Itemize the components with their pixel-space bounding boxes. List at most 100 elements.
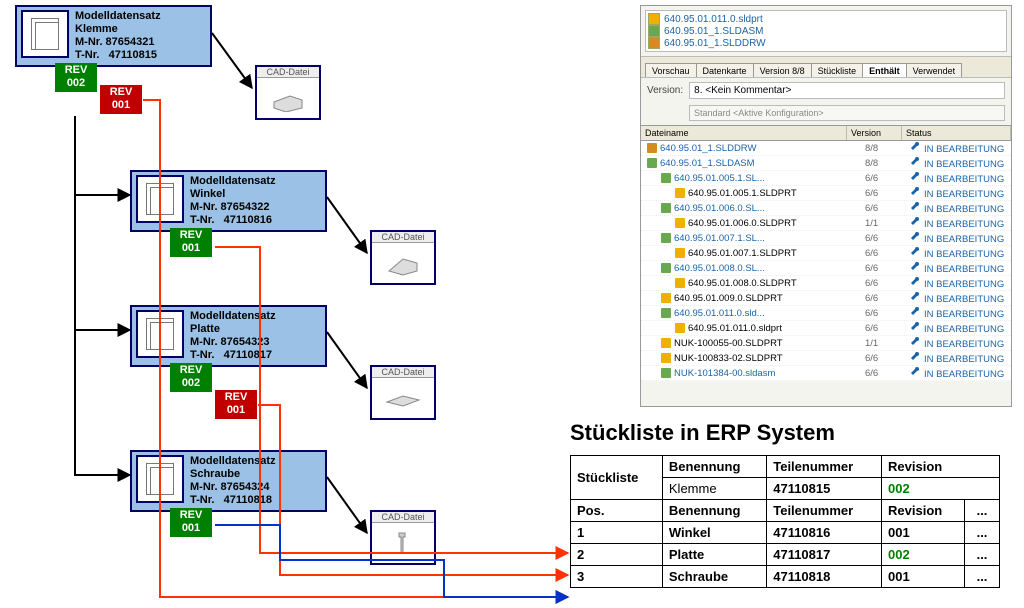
- pdm-row-status: IN BEARBEITUNG: [911, 367, 1011, 380]
- pdm-row-status: IN BEARBEITUNG: [911, 307, 1011, 320]
- wrench-icon: [911, 307, 921, 317]
- pdm-row-filename: 640.95.01.009.0.SLDPRT: [674, 293, 865, 304]
- cad-file-box[interactable]: CAD-Datei: [370, 230, 436, 285]
- pdm-row-filename: 640.95.01.006.0.SLDPRT: [688, 218, 865, 229]
- pdm-thumb-item[interactable]: 640.95.01_1.SLDDRW: [648, 37, 1004, 49]
- pdm-tab[interactable]: Vorschau: [645, 63, 697, 77]
- pdm-config-selector[interactable]: Standard <Aktive Konfiguration>: [689, 105, 1005, 121]
- erp-cell-tnr: 47110816: [767, 522, 882, 544]
- model-box-klemme[interactable]: Modelldatensatz Klemme M-Nr. 87654321 T-…: [15, 5, 212, 67]
- cad-file-box[interactable]: CAD-Datei: [370, 510, 436, 565]
- pdm-row-filename: 640.95.01.007.1.SL...: [674, 233, 865, 244]
- pdm-tree-row[interactable]: NUK-101384-00.sldasm6/6IN BEARBEITUNG: [641, 366, 1011, 381]
- erp-head-label: Stückliste: [571, 456, 663, 500]
- pdm-tab[interactable]: Stückliste: [811, 63, 864, 77]
- wrench-icon: [911, 202, 921, 212]
- rev-tag-red: REV001: [100, 85, 142, 114]
- cad-file-box[interactable]: CAD-Datei: [255, 65, 321, 120]
- pdm-row-version: 6/6: [865, 248, 911, 259]
- pdm-tab[interactable]: Enthält: [862, 63, 907, 77]
- pdm-row-filename: 640.95.01.011.0.sldprt: [688, 323, 865, 334]
- file-type-icon: [648, 13, 660, 25]
- file-type-icon: [647, 143, 657, 153]
- pdm-version-row: Version: 8. <Kein Kommentar>: [641, 78, 1011, 103]
- rev-tag-red: REV001: [215, 390, 257, 419]
- erp-cell-name: Winkel: [662, 522, 766, 544]
- pdm-tab[interactable]: Datenkarte: [696, 63, 754, 77]
- pdm-tree-row[interactable]: 640.95.01.011.0.sld...6/6IN BEARBEITUNG: [641, 306, 1011, 321]
- pdm-tree-row[interactable]: 640.95.01.005.1.SLDPRT6/6IN BEARBEITUNG: [641, 186, 1011, 201]
- erp-cell-ellipsis[interactable]: ...: [965, 522, 1000, 544]
- wrench-icon: [911, 187, 921, 197]
- pdm-col-status: Status: [902, 126, 1011, 140]
- model-box-winkel[interactable]: Modelldatensatz Winkel M-Nr. 87654322 T-…: [130, 170, 327, 232]
- wrench-icon: [911, 337, 921, 347]
- pdm-row-status: IN BEARBEITUNG: [911, 217, 1011, 230]
- pdm-version-value[interactable]: 8. <Kein Kommentar>: [689, 82, 1005, 99]
- cad-thumbnail-icon: [372, 243, 434, 283]
- pdm-row-version: 8/8: [865, 158, 911, 169]
- model-box-schraube[interactable]: Modelldatensatz Schraube M-Nr. 87654324 …: [130, 450, 327, 512]
- erp-hcol-name: Benennung: [662, 456, 766, 478]
- pdm-tree-row[interactable]: 640.95.01.011.0.sldprt6/6IN BEARBEITUNG: [641, 321, 1011, 336]
- document-stack-icon: [136, 455, 184, 503]
- cad-file-label: CAD-Datei: [372, 367, 434, 378]
- erp-cell-ellipsis[interactable]: ...: [965, 566, 1000, 588]
- pdm-tree-row[interactable]: 640.95.01.005.1.SL...6/6IN BEARBEITUNG: [641, 171, 1011, 186]
- file-type-icon: [648, 37, 660, 49]
- pdm-row-status: IN BEARBEITUNG: [911, 322, 1011, 335]
- model-text: Modelldatensatz Klemme M-Nr. 87654321 T-…: [75, 10, 161, 62]
- pdm-row-version: 6/6: [865, 173, 911, 184]
- cad-file-box[interactable]: CAD-Datei: [370, 365, 436, 420]
- erp-cell-rev: 001: [882, 522, 965, 544]
- pdm-tab-bar[interactable]: VorschauDatenkarteVersion 8/8StücklisteE…: [641, 56, 1011, 78]
- model-text: Modelldatensatz Platte M-Nr. 87654323 T-…: [190, 310, 276, 362]
- pdm-row-status: IN BEARBEITUNG: [911, 247, 1011, 260]
- pdm-tree-row[interactable]: 640.95.01.007.1.SLDPRT6/6IN BEARBEITUNG: [641, 246, 1011, 261]
- pdm-tree-row[interactable]: 640.95.01.007.1.SL...6/6IN BEARBEITUNG: [641, 231, 1011, 246]
- erp-cell-rev: 001: [882, 566, 965, 588]
- pdm-row-status: IN BEARBEITUNG: [911, 232, 1011, 245]
- pdm-tree-row[interactable]: NUK-100833-02.SLDPRT6/6IN BEARBEITUNG: [641, 351, 1011, 366]
- pdm-tree-row[interactable]: 640.95.01_1.SLDASM8/8IN BEARBEITUNG: [641, 156, 1011, 171]
- pdm-row-filename: 640.95.01.005.1.SL...: [674, 173, 865, 184]
- pdm-tab[interactable]: Version 8/8: [753, 63, 812, 77]
- file-type-icon: [661, 263, 671, 273]
- pdm-row-status: IN BEARBEITUNG: [911, 157, 1011, 170]
- erp-hcol-tnr: Teilenummer: [767, 456, 882, 478]
- model-text: Modelldatensatz Schraube M-Nr. 87654324 …: [190, 455, 276, 507]
- pdm-tab[interactable]: Verwendet: [906, 63, 963, 77]
- file-type-icon: [675, 248, 685, 258]
- file-type-icon: [675, 278, 685, 288]
- file-type-icon: [661, 293, 671, 303]
- pdm-thumb-item[interactable]: 640.95.01.011.0.sldprt: [648, 13, 1004, 25]
- erp-hcol-rev: Revision: [882, 456, 1000, 478]
- wrench-icon: [911, 157, 921, 167]
- file-type-icon: [661, 308, 671, 318]
- erp-scol-rev: Revision: [882, 500, 965, 522]
- pdm-tree-row[interactable]: 640.95.01.009.0.SLDPRT6/6IN BEARBEITUNG: [641, 291, 1011, 306]
- pdm-tree-row[interactable]: NUK-100055-00.SLDPRT1/1IN BEARBEITUNG: [641, 336, 1011, 351]
- pdm-file-tree[interactable]: 640.95.01_1.SLDDRW8/8IN BEARBEITUNG640.9…: [641, 141, 1011, 381]
- cad-file-label: CAD-Datei: [257, 67, 319, 78]
- wrench-icon: [911, 232, 921, 242]
- pdm-tree-row[interactable]: 640.95.01.006.0.SL...6/6IN BEARBEITUNG: [641, 201, 1011, 216]
- pdm-tree-row[interactable]: 640.95.01.006.0.SLDPRT1/1IN BEARBEITUNG: [641, 216, 1011, 231]
- pdm-row-version: 6/6: [865, 353, 911, 364]
- cad-thumbnail-icon: [257, 78, 319, 118]
- pdm-row-filename: 640.95.01.005.1.SLDPRT: [688, 188, 865, 199]
- pdm-version-label: Version:: [647, 85, 683, 96]
- pdm-thumb-name: 640.95.01_1.SLDDRW: [664, 38, 766, 49]
- file-type-icon: [661, 338, 671, 348]
- pdm-thumb-item[interactable]: 640.95.01_1.SLDASM: [648, 25, 1004, 37]
- pdm-tree-row[interactable]: 640.95.01.008.0.SLDPRT6/6IN BEARBEITUNG: [641, 276, 1011, 291]
- model-box-platte[interactable]: Modelldatensatz Platte M-Nr. 87654323 T-…: [130, 305, 327, 367]
- erp-cell-name: Schraube: [662, 566, 766, 588]
- pdm-row-filename: 640.95.01_1.SLDASM: [660, 158, 865, 169]
- erp-cell-ellipsis[interactable]: ...: [965, 544, 1000, 566]
- pdm-tree-row[interactable]: 640.95.01_1.SLDDRW8/8IN BEARBEITUNG: [641, 141, 1011, 156]
- file-type-icon: [661, 173, 671, 183]
- erp-cell-rev: 002: [882, 544, 965, 566]
- pdm-tree-row[interactable]: 640.95.01.008.0.SL...6/6IN BEARBEITUNG: [641, 261, 1011, 276]
- file-type-icon: [675, 218, 685, 228]
